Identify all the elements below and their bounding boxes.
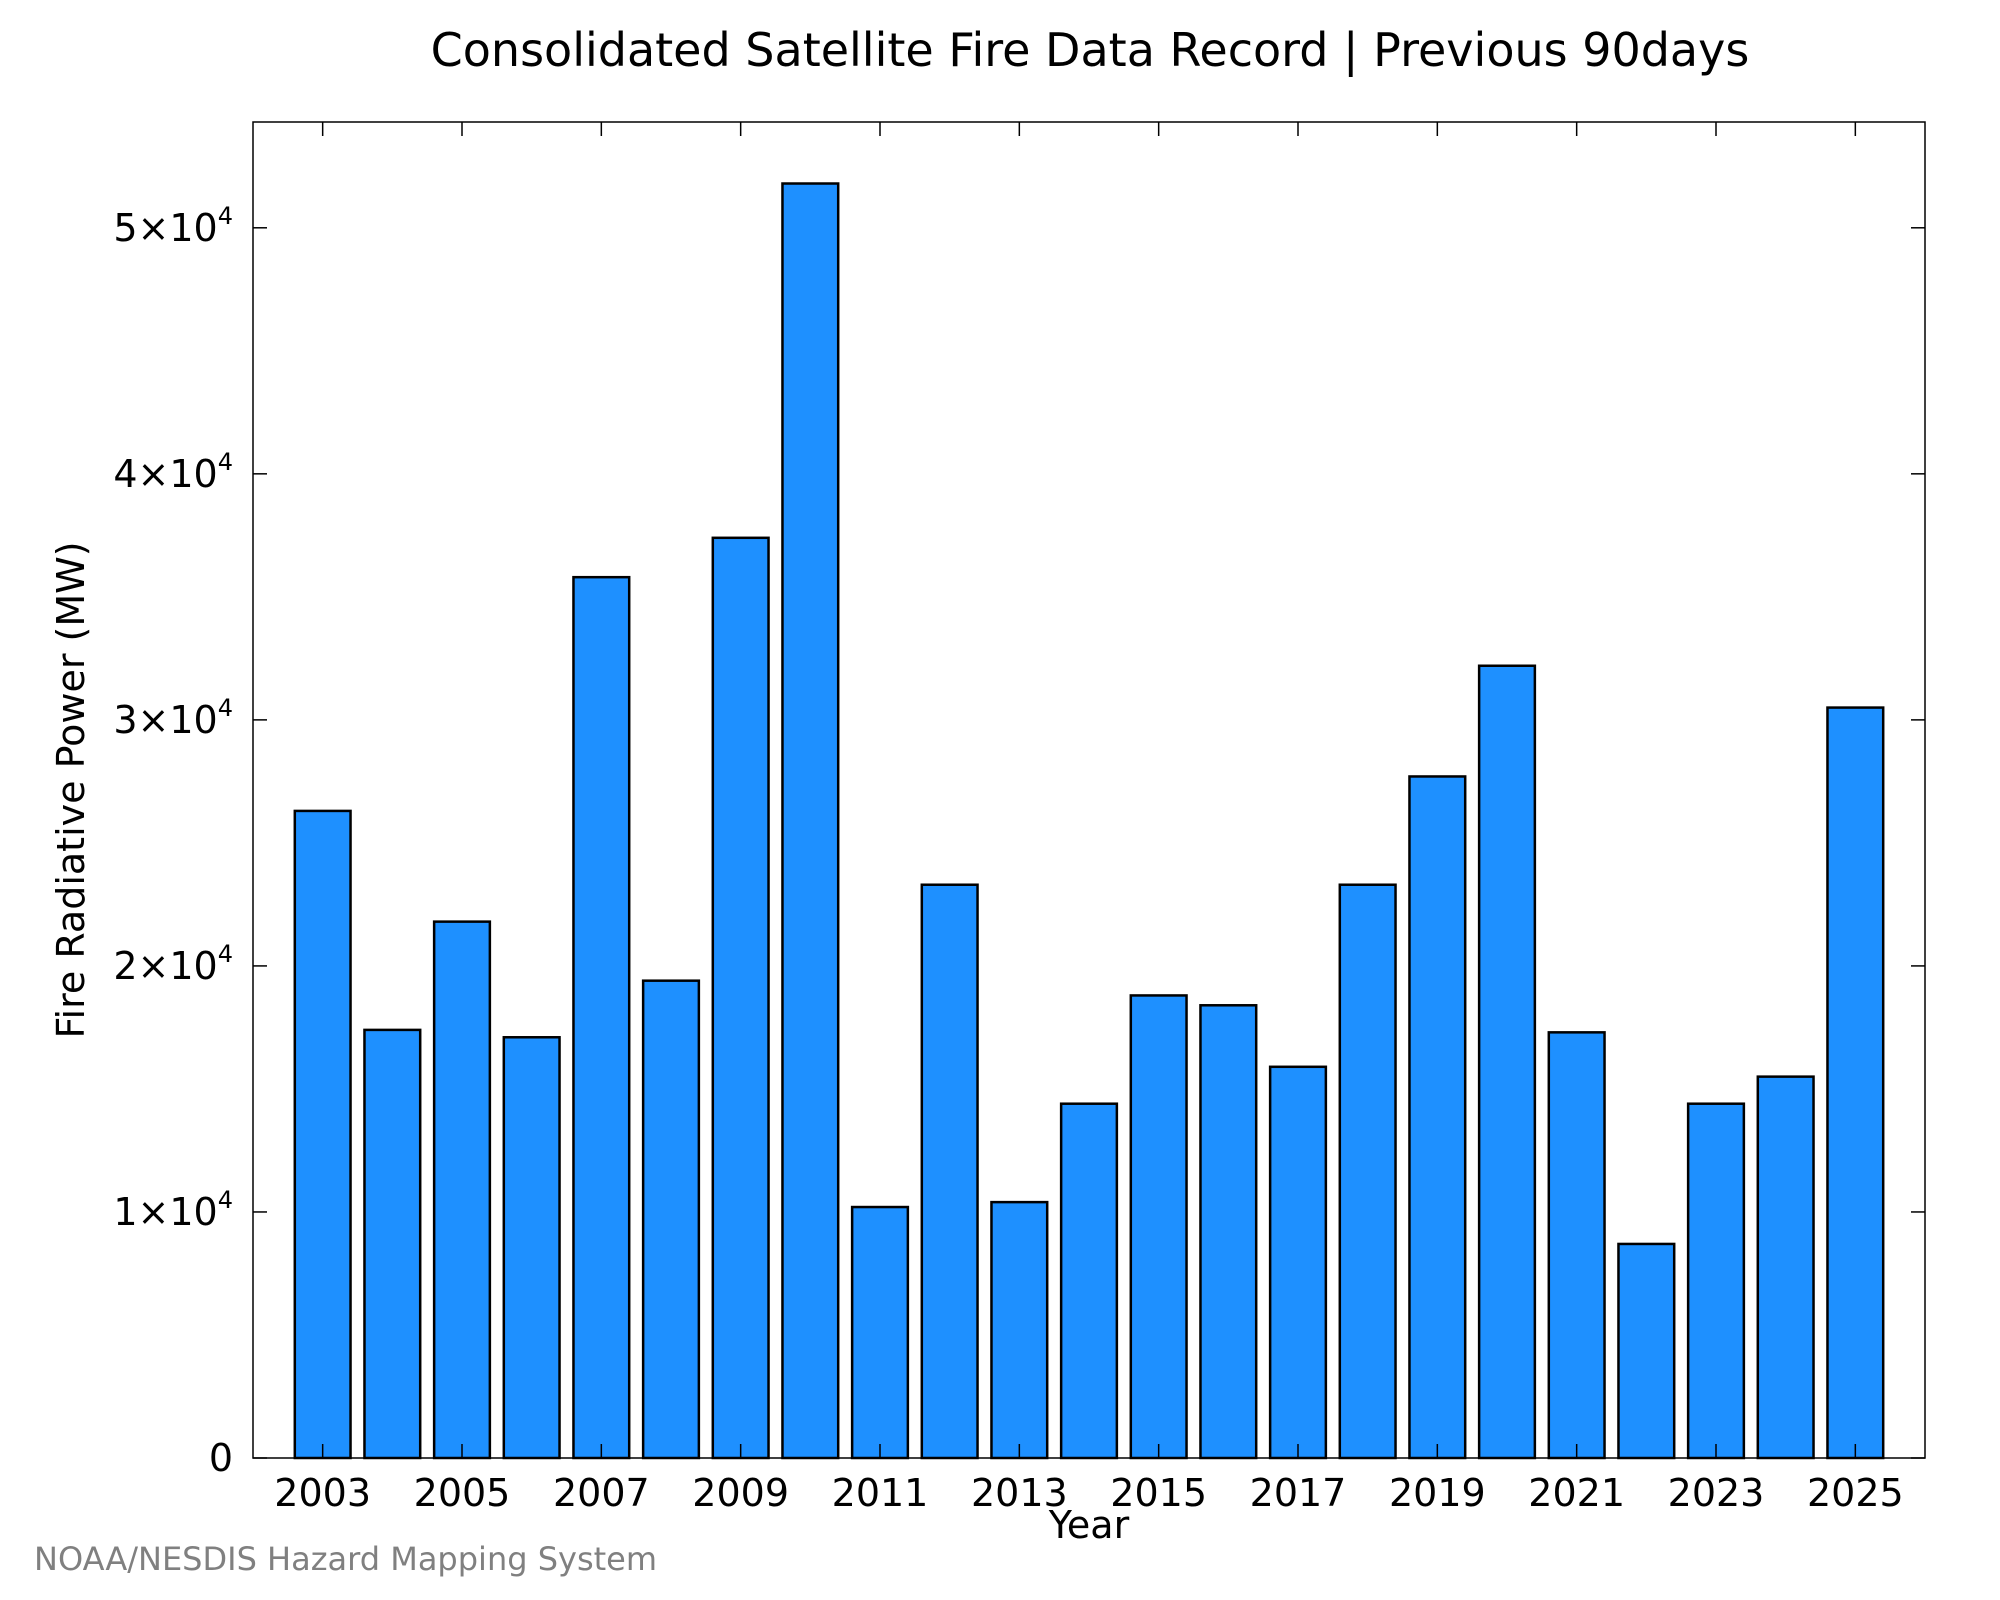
x-tick-label: 2005 bbox=[414, 1471, 511, 1515]
x-tick-label: 2007 bbox=[553, 1471, 650, 1515]
bar-2018 bbox=[1338, 883, 1397, 1460]
y-ticks-group: 0 1×104 2×104 3×104 4×104 5×104 bbox=[113, 202, 1925, 1480]
x-tick-label: 2003 bbox=[274, 1471, 371, 1515]
x-tick-label: 2013 bbox=[971, 1471, 1068, 1515]
bar-2017 bbox=[1268, 1065, 1328, 1460]
bar-2025 bbox=[1826, 706, 1885, 1460]
bar-2011 bbox=[850, 1205, 910, 1460]
x-tick-label: 2017 bbox=[1250, 1471, 1347, 1515]
y-tick-label: 4×104 bbox=[113, 448, 233, 496]
y-tick-label: 5×104 bbox=[113, 202, 233, 250]
bar-2022 bbox=[1617, 1242, 1676, 1460]
y-tick-label: 1×104 bbox=[113, 1186, 233, 1234]
x-tick-label: 2023 bbox=[1668, 1471, 1765, 1515]
bar-2023 bbox=[1686, 1102, 1746, 1460]
x-tick-label: 2019 bbox=[1389, 1471, 1486, 1515]
bar-2005 bbox=[432, 920, 492, 1460]
y-tick-label: 3×104 bbox=[113, 694, 233, 742]
bar-2004 bbox=[363, 1028, 422, 1460]
y-tick-label: 2×104 bbox=[113, 940, 233, 988]
x-tick-label: 2011 bbox=[832, 1471, 929, 1515]
x-tick-label: 2021 bbox=[1528, 1471, 1625, 1515]
bar-2016 bbox=[1199, 1004, 1258, 1460]
bar-2013 bbox=[990, 1200, 1049, 1460]
plot-frame bbox=[252, 121, 1926, 1459]
bar-2019 bbox=[1408, 775, 1467, 1460]
bars-group bbox=[293, 182, 1885, 1460]
chart-title: Consolidated Satellite Fire Data Record … bbox=[431, 23, 1750, 78]
bar-2010 bbox=[781, 182, 840, 1460]
x-ticks-group: 2003 2005 2007 2009 2011 2013 2015 2017 2019 2021… bbox=[274, 122, 1904, 1515]
x-tick-label: 2025 bbox=[1807, 1471, 1904, 1515]
bar-2024 bbox=[1756, 1075, 1815, 1460]
x-tick-label: 2015 bbox=[1110, 1471, 1207, 1515]
bar-2003 bbox=[293, 809, 352, 1460]
y-tick-label: 0 bbox=[209, 1436, 233, 1480]
bar-2008 bbox=[641, 979, 701, 1460]
bar-2014 bbox=[1059, 1102, 1119, 1460]
bar-2006 bbox=[502, 1036, 561, 1460]
bar-2020 bbox=[1477, 664, 1537, 1460]
bar-2009 bbox=[711, 536, 770, 1460]
bar-2015 bbox=[1129, 994, 1188, 1460]
bar-2021 bbox=[1547, 1031, 1606, 1460]
bar-2012 bbox=[920, 883, 979, 1460]
y-axis-label: Fire Radiative Power (MW) bbox=[49, 541, 93, 1038]
x-tick-label: 2009 bbox=[692, 1471, 789, 1515]
bar-2007 bbox=[572, 575, 631, 1460]
source-credit: NOAA/NESDIS Hazard Mapping System bbox=[34, 1540, 658, 1578]
x-axis-label: Year bbox=[1048, 1503, 1130, 1547]
